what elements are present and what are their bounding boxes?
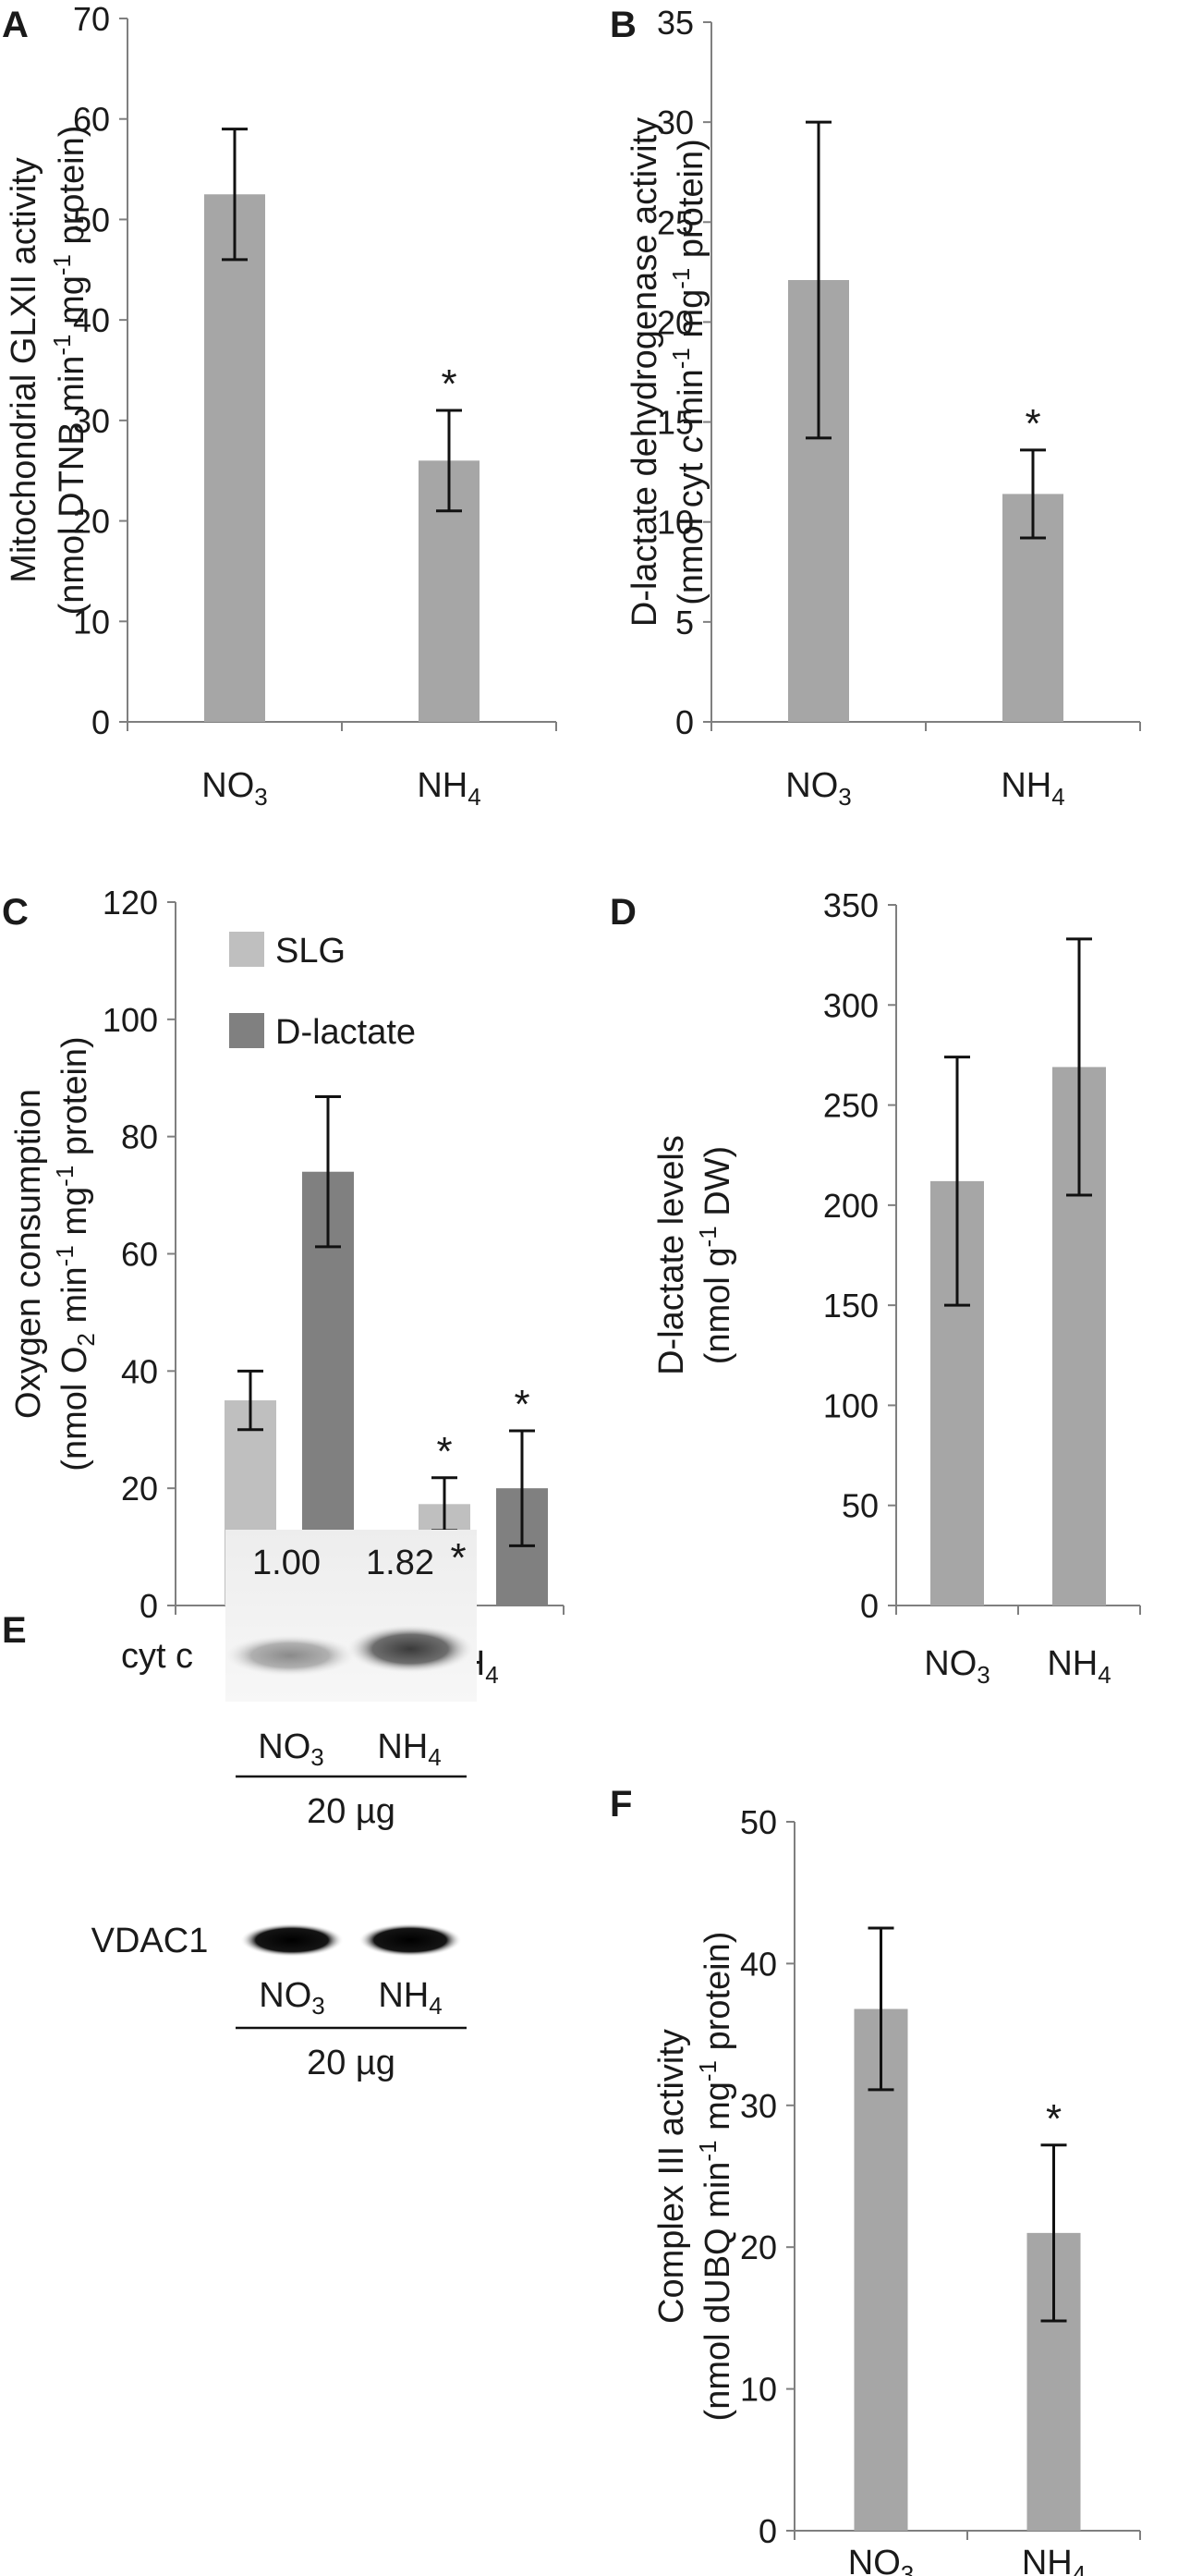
y-tick-label-d: 300 xyxy=(823,986,879,1024)
y-tick-label-d: 350 xyxy=(823,886,879,924)
legend-label-slg: SLG xyxy=(275,932,346,971)
vdac1-band-no3 xyxy=(240,1923,344,1957)
y-tick-label-b: 35 xyxy=(657,4,694,42)
y-axis-label-c: Oxygen consumption xyxy=(9,1089,48,1419)
y-tick-label-d: 0 xyxy=(860,1587,879,1625)
y-tick-label-a: 70 xyxy=(73,0,110,38)
y-tick-label-c: 0 xyxy=(140,1587,158,1625)
y-axis-label-f: Complex III activity xyxy=(652,2029,691,2324)
y-tick-label-b: 0 xyxy=(675,703,694,741)
cytc-ratio-nh4: 1.82 xyxy=(366,1544,434,1582)
y-axis-unit-label-a: (nmol DTNB min-1 mg-1 protein) xyxy=(48,126,91,616)
y-tick-label-f: 10 xyxy=(740,2371,777,2409)
lane-label-no3: NO3 xyxy=(258,1728,323,1771)
y-tick-label-b: 15 xyxy=(657,404,694,442)
cytc-ratio-no3: 1.00 xyxy=(252,1544,321,1582)
y-tick-label-d: 50 xyxy=(842,1487,879,1525)
significance-star-c: * xyxy=(436,1429,452,1474)
y-axis-unit-label-b: (nmol cyt c min-1 mg-1 protein) xyxy=(667,139,710,605)
y-tick-label-f: 40 xyxy=(740,1945,777,1983)
legend-swatch-slg xyxy=(229,932,264,967)
y-tick-label-a: 0 xyxy=(91,703,110,741)
y-tick-label-c: 80 xyxy=(121,1118,158,1156)
y-tick-label-b: 5 xyxy=(675,604,694,641)
y-axis-unit-label-f: (nmol dUBQ min-1 mg-1 protein) xyxy=(694,1932,737,2422)
panel-d: D 0 50 100 150 200 250 300 350 D-lactate levels (n… xyxy=(610,886,1141,1689)
y-tick-label-a: 20 xyxy=(73,503,110,541)
panel-letter-c: C xyxy=(2,892,29,933)
panel-b: B 0 5 10 15 20 25 30 35 D-lactate dehydrogenase a… xyxy=(610,4,1141,811)
y-tick-label-f: 0 xyxy=(759,2512,777,2550)
y-tick-label-d: 200 xyxy=(823,1187,879,1225)
x-category-label-b: NO3 xyxy=(785,766,851,811)
x-category-label-d: NH4 xyxy=(1047,1644,1111,1689)
y-axis-label-d: D-lactate levels xyxy=(652,1135,691,1375)
y-tick-label-d: 100 xyxy=(823,1386,879,1424)
x-category-label-a: NO3 xyxy=(201,766,267,811)
y-axis-label-a: Mitochondrial GLXII activity xyxy=(5,157,43,582)
y-tick-label-b: 30 xyxy=(657,104,694,141)
legend-swatch-d-lactate xyxy=(229,1013,264,1048)
y-tick-label-d: 250 xyxy=(823,1087,879,1125)
x-category-label-a: NH4 xyxy=(417,766,480,811)
y-axis-unit-label-d: (nmol g-1 DW) xyxy=(694,1146,737,1364)
x-category-label-f: NO3 xyxy=(848,2544,914,2576)
panel-letter-d: D xyxy=(610,892,637,933)
cytc-band-no3 xyxy=(225,1635,355,1676)
panel-f: F 0 10 20 30 40 50 Complex III activity (nmol dU… xyxy=(610,1784,1141,2576)
y-tick-label-c: 60 xyxy=(121,1236,158,1274)
y-tick-label-f: 50 xyxy=(740,1803,777,1841)
cytc-label: cyt c xyxy=(121,1637,193,1676)
loading-label-bottom: 20 µg xyxy=(307,2044,395,2082)
x-category-label-f: NH4 xyxy=(1022,2544,1086,2576)
lane-label-no3-vdac: NO3 xyxy=(259,1976,324,2020)
panel-a: A 0 10 20 30 40 50 60 70 Mitochondrial GLXII acti… xyxy=(2,0,557,811)
panel-letter-a: A xyxy=(2,5,29,45)
panel-e-blot: E cyt c 1.00 1.82 * NO3 NH4 20 µg VDAC1 … xyxy=(2,1530,477,2082)
y-tick-label-a: 60 xyxy=(73,101,110,139)
y-tick-label-c: 120 xyxy=(103,884,158,922)
vdac1-label: VDAC1 xyxy=(91,1922,209,1960)
panel-letter-e: E xyxy=(2,1610,27,1651)
y-tick-label-a: 30 xyxy=(73,402,110,440)
panel-letter-f: F xyxy=(610,1784,632,1825)
y-tick-label-c: 100 xyxy=(103,1001,158,1039)
y-axis-unit-label-c: (nmol O2 min-1 mg-1 protein) xyxy=(51,1036,100,1471)
y-tick-label-a: 10 xyxy=(73,603,110,641)
y-tick-label-c: 40 xyxy=(121,1352,158,1390)
bar-a-activity-no3 xyxy=(204,194,265,722)
y-tick-label-f: 20 xyxy=(740,2228,777,2266)
y-tick-label-c: 20 xyxy=(121,1470,158,1508)
y-tick-label-b: 25 xyxy=(657,203,694,241)
loading-label-top: 20 µg xyxy=(307,1792,395,1831)
significance-star-c: * xyxy=(514,1382,529,1427)
significance-star-a: * xyxy=(441,361,456,407)
significance-star-f: * xyxy=(1046,2096,1062,2142)
legend-label-d-lactate: D-lactate xyxy=(275,1013,416,1052)
x-category-label-b: NH4 xyxy=(1001,766,1064,811)
lane-label-nh4: NH4 xyxy=(377,1728,441,1771)
significance-star: * xyxy=(450,1535,466,1581)
y-tick-label-b: 10 xyxy=(657,504,694,542)
bar-f-activity-no3 xyxy=(854,2008,908,2531)
significance-star-b: * xyxy=(1025,401,1040,446)
y-tick-label-a: 50 xyxy=(73,201,110,238)
y-axis-label-b: D-lactate dehydrogenase activity xyxy=(625,117,664,627)
panel-letter-b: B xyxy=(610,5,637,45)
y-tick-label-a: 40 xyxy=(73,301,110,339)
cytc-band-nh4 xyxy=(347,1625,473,1673)
vdac1-band-nh4 xyxy=(358,1923,462,1957)
x-category-label-d: NO3 xyxy=(924,1644,990,1689)
y-tick-label-d: 150 xyxy=(823,1287,879,1325)
y-tick-label-b: 20 xyxy=(657,303,694,341)
y-tick-label-f: 30 xyxy=(740,2087,777,2125)
lane-label-nh4-vdac: NH4 xyxy=(378,1976,442,2020)
